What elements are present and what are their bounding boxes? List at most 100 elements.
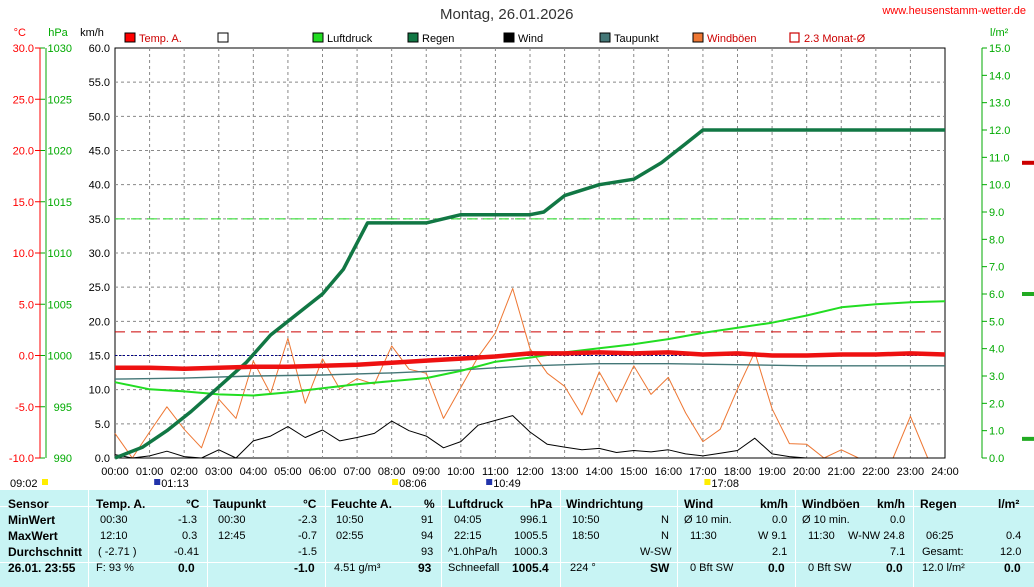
wind-tick-label: 20.0	[89, 316, 110, 328]
hum-avg: 93	[421, 546, 434, 558]
unit-label: l/m²	[990, 27, 1009, 39]
dew-min-time: 00:30	[218, 514, 246, 526]
press-unit: hPa	[530, 497, 553, 511]
gust-header: Windböen	[802, 497, 860, 511]
legend-swatch	[407, 32, 419, 43]
hum-max: 94	[421, 530, 434, 542]
x-tick-label: 23:00	[897, 466, 925, 478]
rain-tick-label: 3.0	[989, 371, 1004, 383]
dew-max-time: 12:45	[218, 530, 246, 542]
x-tick-label: 17:00	[689, 466, 717, 478]
pressure-tick-label: 1020	[48, 146, 72, 158]
temp-unit: °C	[186, 497, 200, 511]
pressure-tick-label: 1030	[48, 43, 72, 55]
wind-tick-label: 10.0	[89, 385, 110, 397]
pressure-tick-label: 1005	[48, 299, 72, 311]
time-marker-label: 08:06	[399, 478, 427, 490]
wind-tick-label: 5.0	[95, 419, 110, 431]
legend-swatch	[312, 32, 324, 43]
row-label-sensor: Sensor	[8, 497, 49, 511]
winddir-max-time: 18:50	[572, 530, 600, 542]
pressure-tick-label: 990	[54, 453, 72, 465]
rain-tick-label: 15.0	[989, 43, 1010, 55]
wind-tick-label: 0.0	[95, 453, 110, 465]
press-min: 996.1	[520, 514, 548, 526]
rain-tick-label: 12.0	[989, 125, 1010, 137]
legend-swatch	[599, 32, 611, 43]
temp-avg-note: ( -2.71 )	[98, 546, 137, 558]
winddir-max: N	[661, 530, 669, 542]
unit-label: km/h	[80, 27, 104, 39]
wind-min: 0.0	[772, 514, 788, 526]
chart-legend: Temp. A. Luftdruck Regen Wind Taupunkt Windbö…	[124, 32, 866, 45]
website-link[interactable]: www.heusenstamm-wetter.de	[882, 5, 1026, 17]
time-marker-label: 09:02	[10, 478, 38, 490]
wind-min-note: Ø 10 min.	[684, 514, 732, 526]
press-header: Luftdruck	[448, 497, 504, 511]
x-tick-label: 00:00	[101, 466, 129, 478]
legend-swatch	[789, 32, 800, 43]
wind-tick-label: 30.0	[89, 248, 110, 260]
rain-tick-label: 4.0	[989, 344, 1004, 356]
x-tick-label: 11:00	[482, 466, 509, 478]
series-taupunkt	[114, 363, 945, 380]
wind-tick-label: 35.0	[89, 214, 110, 226]
press-max-time: 22:15	[454, 530, 482, 542]
hum-min-time: 10:50	[336, 514, 364, 526]
dew-min: -2.3	[298, 514, 317, 526]
wind-foot-note: 0 Bft SW	[690, 562, 734, 574]
rain-foot-note: 12.0 l/m²	[922, 562, 965, 574]
winddir-min-time: 10:50	[572, 514, 600, 526]
rain-tick-label: 11.0	[989, 152, 1010, 164]
legend-label: Regen	[422, 33, 454, 45]
x-tick-label: 12:00	[516, 466, 544, 478]
legend-swatch	[692, 32, 704, 43]
temp-tick-label: 0.0	[19, 351, 34, 363]
pressure-tick-label: 995	[54, 402, 72, 414]
right-marker	[1022, 292, 1034, 296]
legend-label: Luftdruck	[327, 33, 373, 45]
gust-max-time: 11:30	[808, 530, 835, 542]
x-tick-label: 04:00	[240, 466, 268, 478]
time-marker-label: 01:13	[161, 478, 189, 490]
x-tick-label: 06:00	[309, 466, 337, 478]
wind-unit: km/h	[760, 497, 789, 511]
weather-chart: 00:00 01:00 02:00 03:00 04:00 05:00 06:00 07:00…	[9, 27, 1034, 490]
legend-label: Windböen	[707, 33, 757, 45]
legend-swatch	[503, 32, 515, 43]
rain-tick-label: 5.0	[989, 316, 1004, 328]
wind-tick-label: 25.0	[89, 282, 110, 294]
temp-foot-note: F: 93 %	[96, 562, 134, 574]
chart-title: Montag, 26.01.2026	[440, 6, 574, 23]
rain-avg-note: Gesamt:	[922, 546, 964, 558]
x-tick-label: 07:00	[343, 466, 371, 478]
rain-avg: 12.0	[1000, 546, 1022, 558]
wind-header: Wind	[684, 497, 714, 511]
unit-label: °C	[14, 27, 26, 39]
pressure-tick-label: 1025	[48, 94, 72, 106]
legend-label: Wind	[518, 33, 543, 45]
wind-avg: 2.1	[772, 546, 788, 558]
x-tick-label: 10:00	[447, 466, 475, 478]
wind-tick-label: 15.0	[89, 351, 110, 363]
rain-tick-label: 6.0	[989, 289, 1004, 301]
chart-axes: 00:00 01:00 02:00 03:00 04:00 05:00 06:00 07:00…	[9, 27, 1034, 490]
winddir-current: SW	[650, 561, 670, 575]
x-tick-label: 21:00	[827, 466, 855, 478]
x-tick-label: 20:00	[793, 466, 821, 478]
temp-tick-label: 5.0	[19, 299, 34, 311]
rain-tick-label: 8.0	[989, 234, 1004, 246]
x-tick-label: 02:00	[170, 466, 198, 478]
temp-tick-label: -5.0	[15, 402, 34, 414]
time-marker-icon	[154, 479, 161, 485]
x-tick-label: 14:00	[585, 466, 613, 478]
chart-grid	[114, 47, 946, 459]
wind-tick-label: 45.0	[89, 146, 110, 158]
series-windben	[114, 288, 945, 459]
hum-header: Feuchte A.	[331, 497, 392, 511]
legend-swatch	[124, 32, 136, 43]
x-tick-label: 09:00	[412, 466, 440, 478]
x-tick-label: 03:00	[205, 466, 233, 478]
hum-min: 91	[421, 514, 434, 526]
rain-current: 0.0	[1004, 561, 1021, 575]
